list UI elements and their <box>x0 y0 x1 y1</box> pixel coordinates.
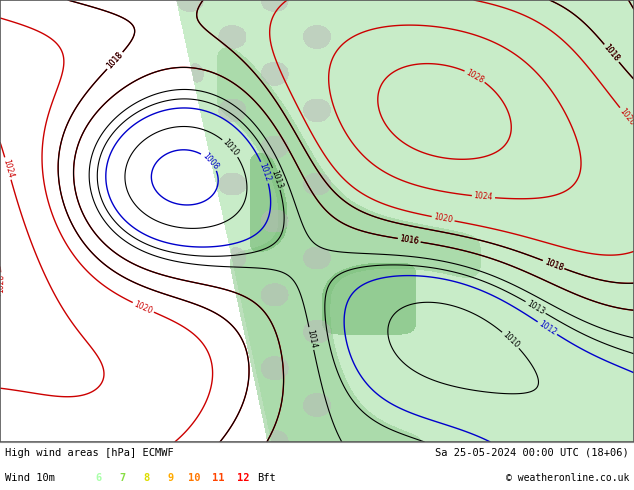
Text: 1028: 1028 <box>465 68 486 85</box>
Text: 7: 7 <box>119 473 126 483</box>
Text: 1020: 1020 <box>133 299 154 316</box>
Text: 1024: 1024 <box>1 158 15 179</box>
Text: 1018: 1018 <box>602 43 621 63</box>
Text: High wind areas [hPa] ECMWF: High wind areas [hPa] ECMWF <box>5 447 174 458</box>
Text: 1028: 1028 <box>0 274 6 294</box>
Text: 1018: 1018 <box>602 43 621 63</box>
Text: 1018: 1018 <box>105 50 125 71</box>
Text: © weatheronline.co.uk: © weatheronline.co.uk <box>505 473 629 483</box>
Text: 12: 12 <box>236 473 249 483</box>
Text: 11: 11 <box>212 473 225 483</box>
Text: Wind 10m: Wind 10m <box>5 473 55 483</box>
Text: 1013: 1013 <box>525 299 547 316</box>
Text: 10: 10 <box>188 473 201 483</box>
Text: 9: 9 <box>167 473 174 483</box>
Text: 1018: 1018 <box>105 50 125 71</box>
Text: 1016: 1016 <box>399 234 420 246</box>
Text: 8: 8 <box>143 473 150 483</box>
Text: 1020: 1020 <box>433 213 453 225</box>
Text: 1012: 1012 <box>537 319 558 337</box>
Text: 1008: 1008 <box>200 151 220 171</box>
Text: 1010: 1010 <box>221 138 240 158</box>
Text: Bft: Bft <box>257 473 276 483</box>
Text: 1012: 1012 <box>257 162 273 183</box>
Text: 1013: 1013 <box>269 168 284 190</box>
Text: 1016: 1016 <box>399 234 420 246</box>
Text: 1014: 1014 <box>305 328 318 349</box>
Text: 6: 6 <box>95 473 101 483</box>
Text: 1024: 1024 <box>474 192 493 202</box>
Text: Sa 25-05-2024 00:00 UTC (18+06): Sa 25-05-2024 00:00 UTC (18+06) <box>435 447 629 458</box>
Text: 1020: 1020 <box>618 106 634 127</box>
Text: 1018: 1018 <box>543 257 564 272</box>
Text: 1018: 1018 <box>543 257 564 272</box>
Text: 1010: 1010 <box>501 330 521 350</box>
